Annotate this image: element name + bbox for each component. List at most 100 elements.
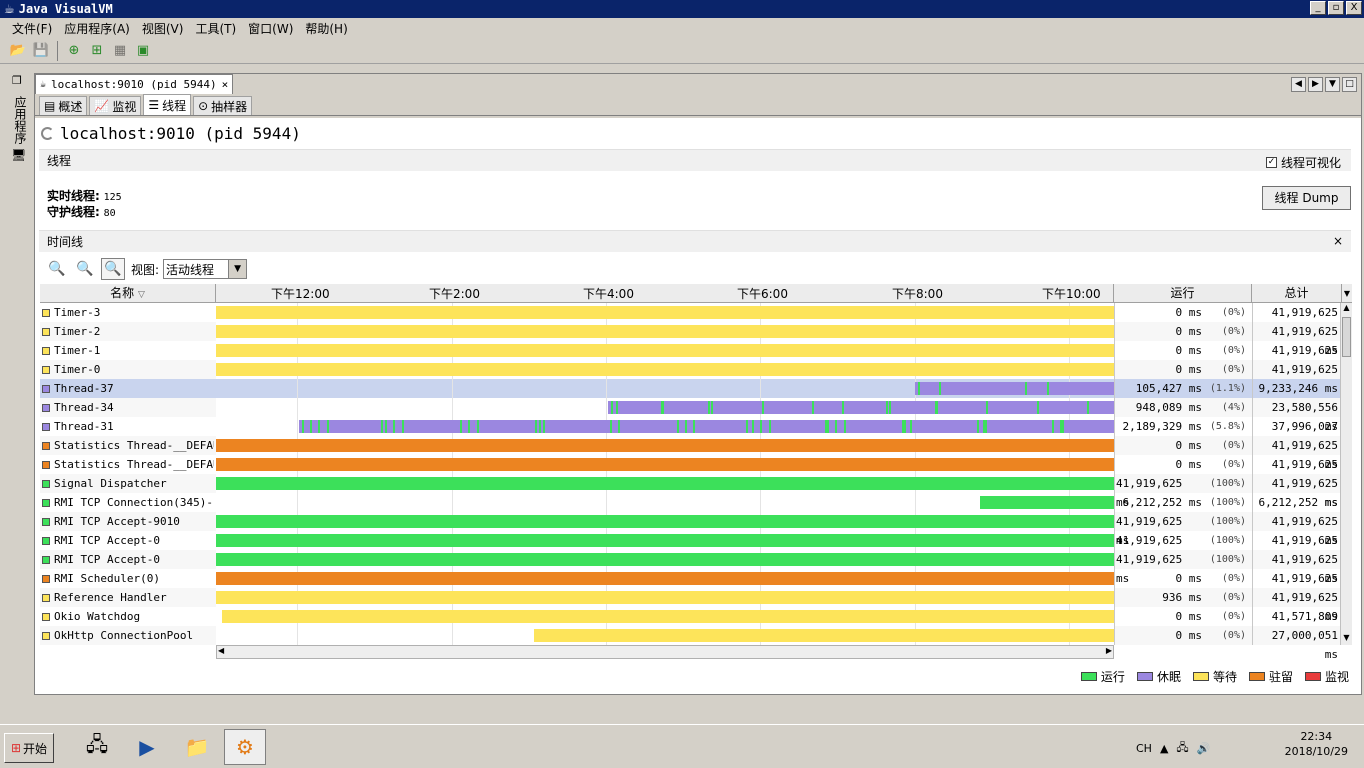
maximize-doc-icon[interactable]: □ [1342,77,1357,92]
column-divider [1252,303,1253,322]
thread-row[interactable]: Statistics Thread-__DEFAULT 0 ms (0%) 41,91… [40,436,1340,471]
ime-indicator[interactable]: CH [1136,741,1152,755]
vertical-scrollbar[interactable]: ▲ ▼ [1340,303,1352,645]
overview-icon: ▤ [44,99,56,113]
scroll-thumb[interactable] [1342,317,1351,357]
running-burst-mark [708,401,710,414]
running-time: 2,189,329 ms [1122,420,1202,433]
doc-tab-close-icon[interactable]: × [221,78,229,91]
add-heap-icon[interactable]: ▣ [136,43,150,58]
visualize-threads-toggle[interactable]: ✓ 线程可视化 [1265,154,1341,171]
column-header-running[interactable]: 运行 [1114,284,1252,303]
tray-expand-icon[interactable]: ▲ [1159,741,1169,755]
tab-monitor-label: 监视 [112,99,137,114]
scroll-down-icon[interactable]: ▼ [1343,633,1350,642]
thread-row[interactable]: Thread-34 948,089 ms (4%) 23,580,556 ms [40,398,1340,433]
column-menu-icon[interactable]: ▼ [1343,289,1351,298]
tab-sampler[interactable]: ⊙ 抽样器 [193,96,253,115]
fit-zoom-icon[interactable]: 🔍 [101,258,125,280]
add-core-dump-icon[interactable]: ▦ [113,43,127,58]
thread-row[interactable]: Okio Watchdog 0 ms (0%) 41,571,809 ms [40,607,1340,642]
menu-application[interactable]: 应用程序(A) [64,21,130,36]
tab-list-icon[interactable]: ▼ [1325,77,1340,92]
restore-window-icon[interactable]: ❐ [12,74,22,87]
thread-row[interactable]: Signal Dispatcher 41,919,625 ms (100%) 41,9… [40,474,1340,509]
document-tabs: ☕ localhost:9010 (pid 5944) × ◀ ▶ ▼ □ [35,74,1361,94]
thread-row[interactable]: OkHttp ConnectionPool 0 ms (0%) 27,000,051 … [40,626,1340,661]
zoom-in-icon[interactable]: 🔍 [48,261,66,277]
powershell-icon[interactable]: ▶ [139,735,155,759]
thread-stats: 实时线程: 125 守护线程: 80 [47,189,122,221]
thread-dump-button[interactable]: 线程 Dump [1262,186,1351,210]
thread-row[interactable]: Reference Handler 936 ms (0%) 41,919,625 ms [40,588,1340,623]
running-time-cell: 105,427 ms (1.1%) [1116,379,1250,398]
close-button[interactable]: X [1346,1,1362,15]
add-jmx-connection-icon[interactable]: ⊕ [68,43,80,58]
menu-window[interactable]: 窗口(W) [248,21,294,36]
timeline-close-icon[interactable]: × [1332,234,1343,248]
visualvm-task-icon[interactable]: ⚙ [224,729,266,765]
clock[interactable]: 22:34 2018/10/29 [1285,729,1348,759]
column-header-timeline[interactable]: 下午12:00 下午2:00 下午4:00 下午6:00 下午8:00 下午10:00 [216,284,1114,303]
menu-help[interactable]: 帮助(H) [305,21,348,36]
thread-row[interactable]: RMI TCP Accept-9010 41,919,625 ms (100%) 41… [40,512,1340,547]
server-manager-icon[interactable]: 🖧 [85,732,109,756]
scroll-right-icon[interactable]: ▶ [1308,77,1323,92]
thread-row[interactable]: Timer-0 0 ms (0%) 41,919,625 ms [40,360,1340,395]
menu-view[interactable]: 视图(V) [141,21,184,36]
view-select[interactable]: 活动线程 ▼ [163,259,248,279]
thread-row[interactable]: Thread-31 2,189,329 ms (5.8%) 37,996,027 ms [40,417,1340,452]
zoom-out-icon[interactable]: 🔍 [76,261,94,277]
volume-icon[interactable]: 🔊 [1196,741,1211,755]
thread-row[interactable]: RMI Scheduler(0) 0 ms (0%) 41,919,625 ms [40,569,1340,604]
chevron-down-icon[interactable]: ▼ [228,260,247,278]
tab-overview-label: 概述 [58,99,83,114]
running-percent: (1.1%) [1209,383,1246,394]
menu-tools[interactable]: 工具(T) [195,21,237,36]
minimize-button[interactable]: _ [1310,1,1326,15]
running-burst-mark [762,401,764,414]
scroll-left-arrow-icon[interactable]: ◀ [218,646,225,655]
applications-sidebar-tab[interactable]: 应用程序 [13,96,27,144]
thread-row[interactable]: Timer-1 0 ms (0%) 41,919,625 ms [40,341,1340,376]
scroll-right-arrow-icon[interactable]: ▶ [1105,646,1112,655]
tab-monitor[interactable]: 📈 监视 [89,96,142,115]
network-icon[interactable]: 🖧 [1176,740,1189,754]
maximize-button[interactable]: ▫ [1328,1,1344,15]
running-time: 41,919,625 ms [1116,553,1183,585]
doc-tab-localhost[interactable]: ☕ localhost:9010 (pid 5944) × [35,74,234,94]
menu-file[interactable]: 文件(F) [12,21,53,36]
running-percent: (100%) [1209,478,1246,489]
total-time: 23,580,556 ms [1271,401,1338,433]
tab-overview[interactable]: ▤ 概述 [39,96,88,115]
thread-row[interactable]: RMI TCP Connection(345)-172 6,212,252 ms (… [40,493,1340,512]
thread-name: Okio Watchdog [54,610,141,623]
scroll-up-icon[interactable]: ▲ [1343,303,1350,312]
timeline-tick-label: 下午2:00 [429,287,480,301]
visualize-threads-checkbox[interactable]: ✓ [1265,157,1277,168]
thread-timeline-cell [216,455,1114,474]
scroll-left-icon[interactable]: ◀ [1291,77,1306,92]
explorer-folder-icon[interactable]: 📁 [184,735,210,759]
thread-row[interactable]: Timer-3 0 ms (0%) 41,919,625 ms [40,303,1340,338]
thread-row[interactable]: Thread-37 105,427 ms (1.1%) 9,233,246 ms [40,379,1340,398]
thread-row[interactable]: Timer-2 0 ms (0%) 41,919,625 ms [40,322,1340,357]
column-header-name[interactable]: 名称 ▽ [40,284,216,303]
thread-row[interactable]: RMI TCP Accept-041,919,625 ms(100%)41,91… [40,531,1340,566]
running-burst-mark [685,420,687,433]
timeline-gridline [606,493,607,512]
horizontal-scrollbar[interactable]: ◀ ▶ [216,645,1114,659]
load-snapshot-icon[interactable]: 📂 [9,43,27,58]
running-burst-mark [910,420,912,433]
running-time: 0 ms [1175,629,1203,642]
thread-state-legend: 运行 休眠 等待 驻留 监视 [1080,668,1349,685]
running-percent: (100%) [1209,516,1246,527]
add-remote-host-icon[interactable]: ⊞ [91,43,103,58]
start-button[interactable]: ⊞ 开始 [4,733,54,763]
total-time: 41,919,625 ms [1271,344,1338,376]
tab-threads[interactable]: ☰ 线程 [143,94,192,115]
column-header-total[interactable]: 总计 [1252,284,1342,303]
thread-row[interactable]: Statistics Thread-__DEFAULT 0 ms (0%) 41,91… [40,455,1340,490]
save-icon[interactable]: 💾 [32,43,50,58]
